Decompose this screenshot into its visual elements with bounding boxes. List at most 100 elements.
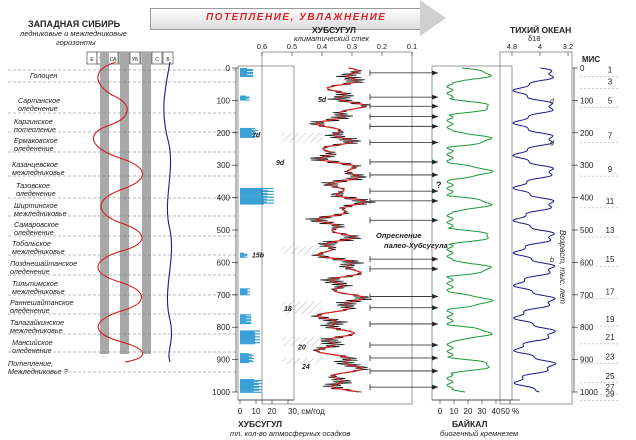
precip-bar [240, 314, 252, 316]
precip-bar [240, 68, 254, 71]
precip-bar [240, 75, 254, 77]
substage-label: 15b [252, 252, 265, 259]
precip-bar [240, 200, 264, 202]
horizon-label: Тобольское межледниковье [12, 239, 65, 257]
desalination-annotation-1: Опреснение [376, 231, 422, 240]
column-header-label: Е [90, 57, 94, 63]
precip-bar [240, 361, 250, 364]
precip-bar [240, 97, 249, 99]
pacific-d18o-curve [512, 67, 557, 393]
mis-number: 7 [608, 131, 613, 140]
precip-bar [240, 255, 245, 257]
precip-bar [240, 353, 249, 355]
khubsugul-subtitle: климатический стек [294, 34, 370, 43]
age-tick-label: 800 [217, 323, 231, 332]
age-tick-label: 700 [217, 291, 231, 300]
warming-banner-arrowhead [420, 0, 446, 36]
precipitation-panel [237, 65, 295, 401]
precip-bar [240, 193, 274, 195]
precip-bar [240, 127, 255, 130]
horizon-label: Раннешайтанское оледенение [10, 298, 74, 316]
precip-bar [240, 71, 253, 74]
column-bar [120, 52, 129, 354]
precip-bar [240, 390, 254, 392]
precip-bar [240, 199, 274, 201]
column-header: СА [107, 51, 119, 65]
pacific-substage-label: d [550, 98, 555, 105]
horizon-label: Потепление, Межледниковье ? [8, 359, 68, 377]
age-tick-label: 1000 [212, 388, 230, 397]
right-age-tick-label: 700 [580, 291, 594, 300]
precip-bar [240, 253, 248, 255]
precip-bar [240, 289, 248, 291]
pacific-substage-label: d [550, 141, 555, 148]
correlation-arrow [369, 123, 438, 130]
bottom-title-left: ХУБСУГУЛ [238, 419, 283, 429]
column-header: Е [86, 51, 98, 65]
hatched-gap [282, 246, 322, 255]
precip-bar [240, 356, 249, 358]
precip-bar [240, 254, 248, 256]
precip-bar [240, 294, 250, 296]
horizon-boundaries [8, 69, 236, 373]
baikal-silica-curve [446, 67, 494, 393]
precip-bar [240, 382, 262, 385]
horizon-label: Сартанское оледенение [18, 96, 61, 114]
mis-number: 29 [606, 390, 615, 399]
precip-bar [240, 68, 247, 70]
right-age-tick-label: 1000 [580, 388, 598, 397]
mis-number: 9 [608, 165, 613, 174]
correlation-arrow [369, 293, 438, 300]
precip-bar [240, 359, 252, 362]
right-age-tick-label: 600 [580, 258, 594, 267]
stack-axis-label: 0.3 [347, 42, 357, 51]
column-header-label: УБ [132, 57, 139, 63]
west-siberia-subtitle-2: горизонты [56, 38, 96, 47]
right-age-tick-label: 900 [580, 356, 594, 365]
west-siberia-subtitle-1: ледниковые и межледниковые [20, 29, 127, 38]
age-tick-label: 600 [217, 258, 231, 267]
precip-bar [240, 187, 274, 190]
correlation-arrow [369, 354, 438, 361]
correlation-arrow [369, 342, 438, 349]
mis-label: МИС [582, 55, 601, 64]
precip-bar [240, 320, 252, 322]
precip-bar [240, 380, 262, 382]
substage-label: 7d [252, 132, 261, 139]
precip-bar [240, 134, 252, 136]
right-age-axis: 0 100 200 300 400 500 600 700 800 900 1000 [572, 64, 598, 397]
precip-bar [240, 292, 248, 294]
precip-bar [240, 335, 256, 337]
precip-bar [240, 316, 252, 318]
column-header: УБ [129, 51, 141, 65]
precip-bar [240, 355, 254, 357]
stack-frame [261, 51, 413, 405]
horizon-label: Каргинское потепление [14, 117, 56, 135]
precip-bar [240, 202, 274, 204]
substage-labels: 5d 7d 9d 15b 18 20 24 d d b [252, 97, 555, 371]
pacific-subtitle: δ18 [528, 34, 541, 43]
precip-bar [240, 72, 254, 75]
substage-label: 18 [284, 306, 292, 313]
age-axis: 0 100 200 300 400 500 600 700 800 900 1000 [212, 64, 238, 397]
precip-bar [240, 189, 268, 192]
precip-bar [240, 339, 260, 341]
precip-bar [240, 288, 250, 290]
precip-bar [240, 256, 248, 258]
precip-bar [240, 357, 254, 360]
precip-bar [240, 197, 264, 199]
desalination-annotation-2: палео-Хубсугула [384, 241, 448, 250]
mis-number: 27 [606, 383, 615, 392]
precip-bar [240, 290, 248, 292]
mis-number: 17 [606, 288, 615, 297]
precip-bar [240, 132, 258, 134]
correlation-arrow [369, 256, 438, 263]
horizon-label: Мансийское оледенение [12, 338, 53, 356]
right-age-tick-label: 200 [580, 129, 594, 138]
correlation-arrow [369, 304, 438, 311]
precip-bar [240, 332, 256, 334]
khubsugul-title: ХУБСУГУЛ [312, 25, 357, 35]
precip-bar [240, 194, 264, 196]
precip-bar [240, 191, 264, 193]
precip-bar [240, 343, 256, 345]
